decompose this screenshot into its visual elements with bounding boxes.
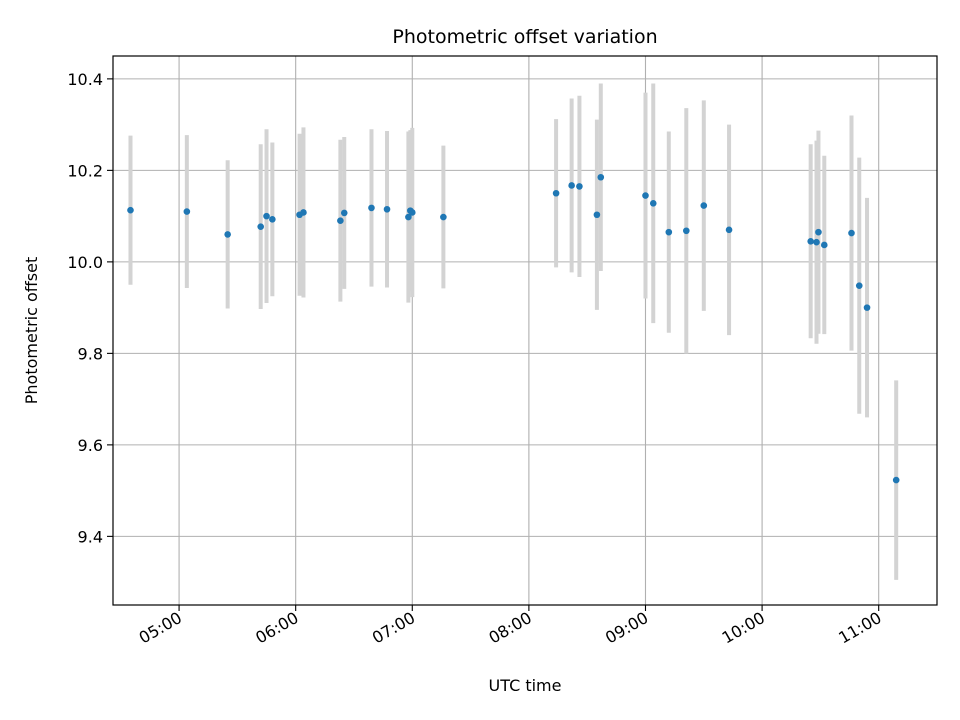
data-point: [665, 228, 673, 236]
data-point: [337, 217, 344, 224]
data-point: [257, 223, 264, 230]
data-point: [642, 192, 649, 199]
data-point: [863, 304, 871, 311]
data-points: [127, 173, 900, 484]
data-point: [815, 228, 822, 236]
data-point: [807, 237, 814, 245]
y-tick-label: 10.0: [67, 253, 103, 272]
data-point: [725, 226, 733, 234]
data-point: [340, 209, 348, 217]
data-point: [568, 182, 575, 189]
data-point: [183, 208, 191, 215]
data-point: [593, 211, 601, 219]
data-point: [683, 227, 690, 235]
data-point: [597, 173, 605, 181]
data-point: [649, 200, 657, 207]
data-point: [300, 209, 307, 216]
data-point: [892, 476, 900, 484]
y-axis-title: Photometric offset: [22, 257, 41, 405]
y-tick-label: 10.4: [67, 70, 103, 89]
data-point: [263, 212, 270, 220]
x-axis-title: UTC time: [489, 676, 562, 695]
y-tick-label: 9.4: [78, 527, 103, 546]
data-point: [700, 202, 708, 209]
y-axis-ticks: 9.4 9.6 9.8 10.0 10.2 10.4: [67, 70, 113, 546]
data-point: [408, 209, 416, 216]
plot-frame: [112, 55, 938, 606]
data-point: [813, 238, 820, 246]
y-tick-label: 10.2: [67, 161, 103, 180]
data-point: [269, 216, 276, 223]
data-point: [820, 241, 828, 249]
data-point: [383, 205, 391, 213]
data-point: [855, 282, 863, 289]
data-point: [576, 183, 583, 190]
grid: [113, 56, 937, 605]
data-point: [848, 229, 855, 237]
data-point: [127, 206, 134, 214]
y-tick-label: 9.6: [78, 436, 103, 455]
data-point: [405, 213, 412, 221]
data-point: [224, 231, 231, 238]
data-point: [552, 189, 560, 197]
chart-title: Photometric offset variation: [392, 26, 657, 48]
data-point: [368, 204, 375, 212]
data-point: [440, 213, 447, 221]
y-tick-label: 9.8: [78, 344, 103, 363]
